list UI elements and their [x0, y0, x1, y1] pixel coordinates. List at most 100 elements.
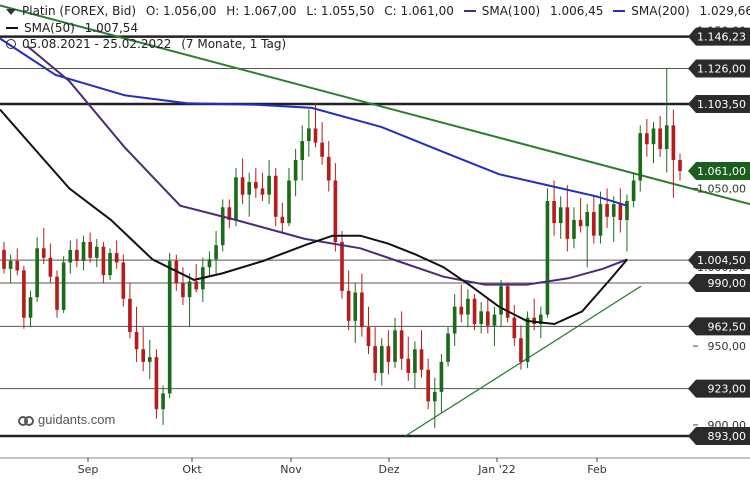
level-labels: 1.146,23 1.126,00 1.103,50 1.004,50 990,00 96…	[688, 27, 750, 445]
level-label: 1.103,50	[697, 98, 746, 111]
candle-body	[307, 128, 311, 142]
candle-body	[565, 207, 570, 239]
candle-body	[379, 346, 384, 373]
candle-body	[41, 248, 46, 258]
candle-body	[664, 125, 669, 149]
high-value: H: 1.067,00	[226, 4, 297, 18]
candle-body	[147, 357, 152, 362]
level-label: 962,50	[708, 320, 747, 333]
candle-body	[28, 297, 33, 318]
candle-body	[485, 311, 490, 326]
sma200-value: 1.029,66	[699, 4, 750, 18]
close-value: C: 1.061,00	[384, 4, 454, 18]
candle-body	[605, 204, 609, 217]
candle-body	[260, 188, 265, 195]
candle-body	[300, 141, 305, 160]
chevron-down-icon[interactable]	[6, 8, 16, 15]
candle-body	[114, 253, 119, 263]
period-text: (7 Monate, 1 Tag)	[181, 37, 287, 51]
candle-body	[128, 298, 132, 332]
candle-body	[545, 200, 550, 315]
sma200-label: SMA(200)	[631, 4, 690, 18]
level-label-bg	[688, 95, 750, 113]
candle-body	[373, 346, 377, 373]
candle-body	[134, 331, 139, 350]
candle-body	[194, 281, 199, 290]
x-tick-label: Jan '22	[477, 463, 515, 476]
sma50-legend: SMA(50) 1.007,54	[6, 21, 144, 35]
candle-body	[658, 128, 662, 149]
candle-body	[15, 260, 20, 271]
open-value: O: 1.056,00	[145, 4, 217, 18]
candle-body	[618, 204, 623, 220]
candle-body	[439, 361, 444, 392]
level-label-bg	[688, 59, 750, 78]
candle-body	[293, 159, 298, 181]
x-axis: Sep Okt Nov Dez Jan '22 Feb	[0, 457, 750, 476]
candle-body	[558, 207, 563, 224]
candle-body	[81, 242, 86, 261]
candle-body	[207, 259, 212, 268]
candle-body	[651, 128, 656, 145]
candle-body	[366, 327, 371, 347]
guidants-logo-icon	[18, 415, 34, 426]
level-label-bg	[688, 274, 750, 293]
candle-body	[592, 212, 596, 236]
candle-body	[479, 311, 483, 325]
candle-body	[287, 180, 291, 224]
candle-body	[346, 290, 351, 321]
candle-body	[273, 175, 278, 217]
level-label-bg	[688, 251, 750, 270]
candle-body	[108, 253, 112, 276]
candle-body	[94, 246, 99, 258]
level-label: 893,00	[708, 430, 747, 443]
sma-line	[27, 45, 628, 286]
candle-body	[386, 346, 391, 362]
sma200-swatch	[613, 9, 626, 12]
sma-line	[0, 37, 628, 207]
candle-body	[240, 177, 245, 195]
candle-body	[220, 207, 225, 246]
candle-body	[611, 204, 616, 217]
candle-body	[254, 182, 258, 189]
candle-body	[121, 262, 126, 299]
candle-body	[598, 204, 603, 236]
candle-body	[671, 125, 676, 160]
sma100-label: SMA(100)	[481, 4, 541, 18]
level-label-bg	[688, 379, 750, 398]
candle-body	[8, 260, 13, 269]
candle-body	[505, 286, 510, 318]
level-label-bg	[688, 427, 750, 445]
candle-body	[519, 338, 523, 362]
candle-body	[154, 357, 159, 410]
candle-body	[88, 242, 92, 258]
candle-body	[426, 369, 430, 402]
candle-body	[552, 200, 556, 224]
candle-body	[61, 262, 66, 310]
candle-body	[645, 133, 649, 145]
x-tick-label: Dez	[378, 463, 399, 476]
candle-body	[492, 314, 497, 326]
watermark: guidants.com	[18, 412, 115, 429]
candle-body	[214, 245, 218, 260]
sma50-swatch	[6, 26, 18, 29]
instrument-name[interactable]: Platin (FOREX, Bid)	[22, 4, 137, 18]
candle-body	[512, 317, 517, 339]
x-tick-label: Feb	[587, 463, 606, 476]
candle-body	[181, 283, 185, 298]
candle-body	[472, 298, 477, 325]
level-label: 1.126,00	[697, 63, 746, 76]
candle-body	[452, 306, 457, 334]
candle-body	[161, 393, 165, 410]
candle-body	[55, 276, 59, 310]
x-tick-label: Okt	[182, 463, 202, 476]
candle-body	[320, 142, 324, 157]
candle-body	[353, 292, 358, 321]
candle-body	[638, 133, 643, 181]
level-label: 1.004,50	[697, 254, 746, 267]
candle-body	[340, 242, 344, 291]
candle-body	[499, 286, 503, 315]
x-tick-label: Nov	[280, 463, 302, 476]
level-label-bg	[688, 27, 750, 46]
